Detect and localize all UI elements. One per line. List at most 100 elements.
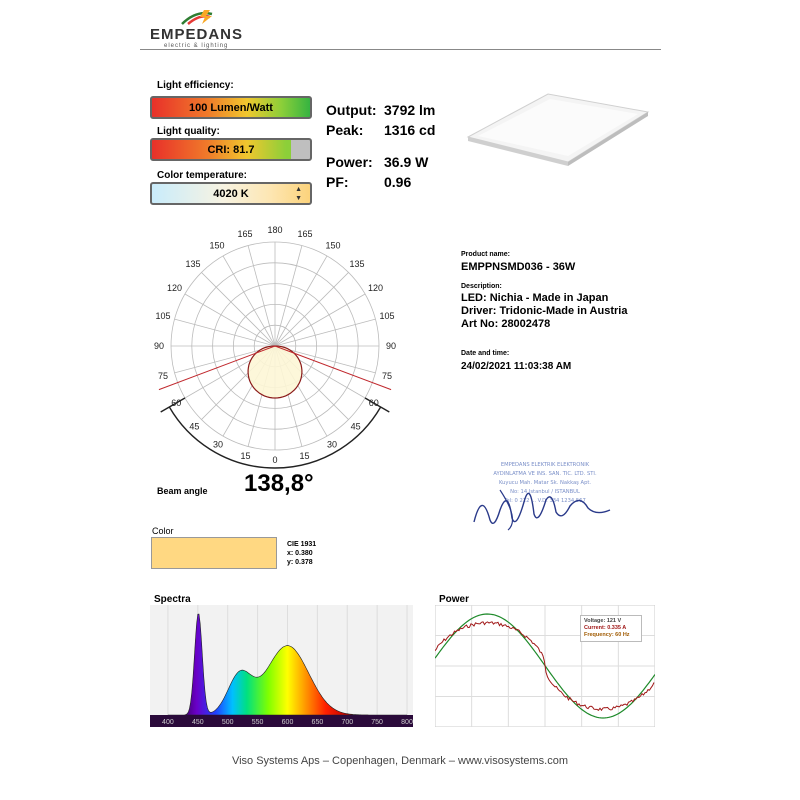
polar-spoke [222, 255, 276, 347]
svg-text:No: 14 Istanbul / ISTANBUL: No: 14 Istanbul / ISTANBUL [510, 489, 580, 495]
polar-angle-label: 150 [209, 241, 224, 251]
product-panel-image [466, 93, 650, 166]
current-waveform [435, 621, 655, 712]
header-divider [140, 49, 661, 50]
polar-spoke [201, 272, 276, 347]
description-line-1: LED: Nichia - Made in Japan [461, 292, 609, 304]
date-value: 24/02/2021 11:03:38 AM [461, 361, 572, 372]
polar-angle-label: 105 [379, 311, 394, 321]
output-value: 3792 lm [384, 102, 436, 118]
polar-scale-arc [168, 406, 382, 469]
polar-angle-label: 0 [272, 455, 277, 465]
polar-angle-label: 15 [299, 451, 309, 461]
frequency-reading: Frequency: 60 Hz [584, 632, 630, 638]
output-label: Output: [326, 102, 377, 118]
color-label: Color [152, 526, 174, 536]
polar-angle-label: 150 [325, 241, 340, 251]
cri-gauge: CRI: 81.7 [150, 138, 312, 161]
efficiency-value: 100 Lumen/Watt [189, 101, 273, 114]
spectra-tick-label: 800 [401, 719, 413, 726]
spectra-chart: 400 450 500 550 600 650 700 750 800 [150, 605, 413, 727]
polar-angle-label: 90 [386, 341, 396, 351]
logo-swoosh-icon [181, 10, 213, 25]
description-line-2: Driver: Tridonic-Made in Austria [461, 305, 628, 317]
beam-angle-value: 138,8° [244, 470, 314, 497]
cie-block: CIE 1931 x: 0.380 y: 0.378 [287, 540, 316, 567]
date-label: Date and time: [461, 350, 510, 357]
spectra-tick-label: 700 [341, 719, 353, 726]
voltage-reading: Voltage: 121 V [584, 618, 622, 624]
current-reading: Current: 0.335 A [584, 625, 627, 631]
spectra-tick-label: 600 [282, 719, 294, 726]
product-name-label: Product name: [461, 251, 511, 258]
polar-angle-label: 165 [237, 229, 252, 239]
polar-spoke [274, 318, 376, 347]
polar-angle-label: 45 [189, 422, 199, 432]
polar-scale-edge [160, 397, 186, 413]
beam-angle-line [158, 345, 276, 391]
polar-spoke [274, 272, 349, 347]
spectra-tick-label: 750 [371, 719, 383, 726]
pf-label: PF: [326, 174, 349, 190]
beam-angle-line [274, 345, 392, 391]
polar-angle-label: 60 [171, 398, 181, 408]
polar-angle-label: 90 [154, 341, 164, 351]
spectra-tick-label: 450 [192, 719, 204, 726]
temperature-gauge: 4020 K ▲ ▼ [150, 182, 312, 205]
polar-angle-label: 30 [213, 440, 223, 450]
polar-spoke [184, 293, 276, 347]
temperature-spinner-icon: ▲ ▼ [295, 186, 302, 202]
spectra-tick-label: 400 [162, 719, 174, 726]
description-line-3: Art No: 28002478 [461, 318, 551, 330]
cie-x: x: 0.380 [287, 550, 313, 557]
power-value: 36.9 W [384, 154, 429, 170]
polar-angle-label: 75 [158, 371, 168, 381]
polar-angle-label: 165 [297, 229, 312, 239]
color-swatch [151, 537, 277, 569]
cie-title: CIE 1931 [287, 541, 317, 548]
power-title: Power [439, 594, 470, 605]
svg-text:EMPEDANS ELEKTRIK ELEKTRONIK: EMPEDANS ELEKTRIK ELEKTRONIK [501, 462, 590, 468]
polar-spoke [274, 255, 328, 347]
polar-angle-label: 60 [369, 398, 379, 408]
svg-text:Tel: 0 212 ... V.D. 334 1234: Tel: 0 212 ... V.D. 334 1234 567 [503, 498, 586, 504]
company-stamp-signature: EMPEDANS ELEKTRIK ELEKTRONIK AYDINLATMA … [473, 462, 611, 531]
power-label: Power: [326, 154, 373, 170]
polar-angle-label: 135 [349, 259, 364, 269]
peak-value: 1316 cd [384, 122, 436, 138]
product-name: EMPPNSMD036 - 36W [461, 261, 576, 273]
svg-text:AYDINLATMA VE INS. SAN. TIC. L: AYDINLATMA VE INS. SAN. TIC. LTD. STI. [493, 471, 597, 477]
polar-spoke [274, 245, 303, 347]
spectra-tick-label: 500 [222, 719, 234, 726]
polar-spoke [274, 293, 366, 347]
polar-spoke [174, 345, 276, 374]
polar-angle-label: 15 [240, 451, 250, 461]
peak-label: Peak: [326, 122, 364, 138]
polar-angle-label: 120 [167, 283, 182, 293]
brand-tagline: electric & lighting [164, 43, 229, 49]
polar-angle-label: 180 [267, 225, 282, 235]
power-legend: Voltage: 121 V Current: 0.335 A Frequenc… [580, 615, 642, 642]
efficiency-label: Light efficiency: [157, 80, 234, 91]
cri-value: CRI: 81.7 [207, 143, 255, 156]
polar-angle-label: 105 [155, 311, 170, 321]
description-label: Description: [461, 283, 502, 290]
spectra-tick-label: 650 [312, 719, 324, 726]
temperature-label: Color temperature: [157, 170, 248, 181]
polar-angle-label: 45 [351, 422, 361, 432]
spectra-axis-band [150, 715, 413, 727]
polar-scale-edge [364, 397, 390, 413]
temperature-value: 4020 K [213, 187, 249, 200]
svg-text:Kuyucu Mah. Matar Sk. Nakkaş A: Kuyucu Mah. Matar Sk. Nakkaş Apt. [499, 480, 591, 486]
polar-spoke [174, 318, 276, 347]
polar-spoke [274, 345, 376, 374]
polar-angle-label: 75 [382, 371, 392, 381]
beam-angle-label: Beam angle [157, 486, 208, 496]
efficiency-gauge: 100 Lumen/Watt [150, 96, 312, 119]
light-distribution-curve [247, 345, 303, 399]
polar-angle-label: 120 [368, 283, 383, 293]
spectra-title: Spectra [154, 594, 191, 605]
quality-label: Light quality: [157, 126, 220, 137]
polar-angle-label: 135 [185, 259, 200, 269]
